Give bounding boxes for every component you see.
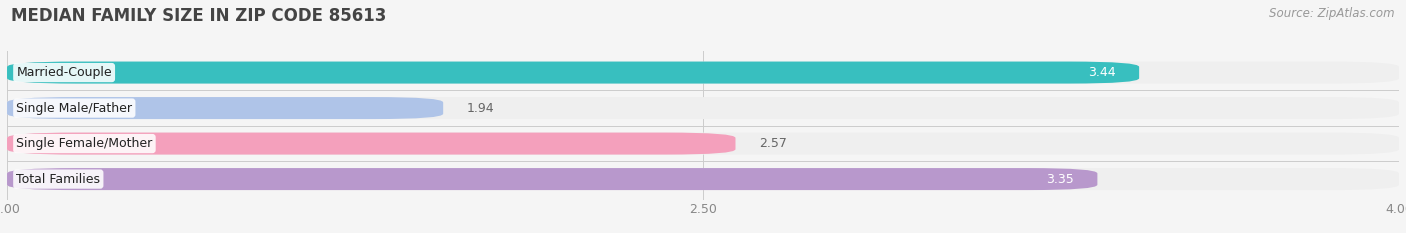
FancyBboxPatch shape [7,168,1098,190]
Text: Source: ZipAtlas.com: Source: ZipAtlas.com [1270,7,1395,20]
Text: MEDIAN FAMILY SIZE IN ZIP CODE 85613: MEDIAN FAMILY SIZE IN ZIP CODE 85613 [11,7,387,25]
Text: Married-Couple: Married-Couple [17,66,112,79]
FancyBboxPatch shape [7,97,1399,119]
FancyBboxPatch shape [7,133,1399,154]
Text: 3.35: 3.35 [1046,173,1074,185]
FancyBboxPatch shape [7,62,1139,84]
FancyBboxPatch shape [7,133,735,154]
FancyBboxPatch shape [7,62,1399,84]
FancyBboxPatch shape [7,97,443,119]
Text: 2.57: 2.57 [759,137,786,150]
Text: Single Female/Mother: Single Female/Mother [17,137,153,150]
Text: 1.94: 1.94 [467,102,494,115]
Text: Single Male/Father: Single Male/Father [17,102,132,115]
FancyBboxPatch shape [7,168,1399,190]
Text: 3.44: 3.44 [1088,66,1116,79]
Text: Total Families: Total Families [17,173,100,185]
